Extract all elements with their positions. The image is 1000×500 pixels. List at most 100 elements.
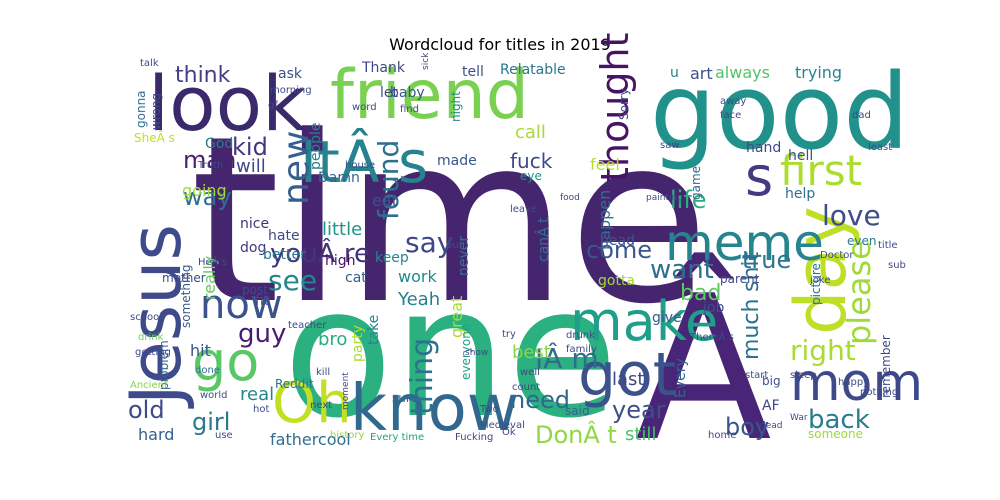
word-167: morning <box>270 85 312 96</box>
chart-title: Wordcloud for titles in 2019 <box>389 35 611 54</box>
word-45: shit <box>739 251 764 292</box>
word-140: kill <box>316 367 330 378</box>
word-77: AF <box>762 398 780 414</box>
word-46: much <box>739 299 764 360</box>
word-28: want <box>650 255 714 285</box>
word-50: always <box>715 63 770 82</box>
word-107: picture <box>809 263 823 305</box>
word-15: mom <box>790 353 923 413</box>
word-86: canÂ t <box>534 217 552 262</box>
word-103: help <box>785 186 815 202</box>
word-148: ThereÂ s <box>689 330 734 343</box>
word-104: game <box>689 166 703 200</box>
word-130: hot <box>253 404 269 415</box>
word-137: Two <box>479 404 499 415</box>
word-69: fathercool <box>270 430 351 449</box>
word-174: dad <box>852 110 871 121</box>
word-63: will <box>236 156 266 177</box>
word-141: moment <box>341 372 351 410</box>
word-102: hell <box>788 148 813 164</box>
word-165: find <box>400 104 419 115</box>
word-79: dog <box>240 240 266 256</box>
word-49: think <box>175 63 231 88</box>
word-168: talk <box>140 58 159 69</box>
word-156: Doctor <box>820 250 854 261</box>
word-124: school <box>130 312 162 323</box>
word-1: one <box>283 249 618 458</box>
word-74: Every <box>673 358 689 398</box>
word-150: sleep <box>790 370 817 381</box>
word-177: put <box>446 240 463 251</box>
word-95: job <box>702 300 724 316</box>
word-39: way <box>183 183 232 211</box>
word-80: people <box>308 123 324 170</box>
word-89: tell <box>462 64 484 80</box>
word-17: first <box>780 146 862 195</box>
word-146: drunk <box>566 330 595 341</box>
word-5: look <box>148 59 306 148</box>
word-35: girl <box>192 408 230 436</box>
word-159: home <box>708 430 736 441</box>
word-153: joke <box>809 275 830 286</box>
word-0: time <box>190 88 710 355</box>
word-100: everyone <box>459 324 473 380</box>
word-72: God <box>205 136 233 152</box>
word-85: keep <box>375 250 409 266</box>
word-152: nothing <box>860 387 898 398</box>
word-16: s <box>745 145 773 208</box>
word-3: good <box>650 51 909 173</box>
word-161: HeÂ s <box>198 255 227 268</box>
word-119: eye <box>520 169 542 183</box>
word-2: Â <box>635 253 772 486</box>
word-66: hard <box>138 425 174 444</box>
word-38: kid <box>232 133 268 161</box>
word-29: youÂ re <box>270 237 370 269</box>
word-60: call <box>515 122 546 143</box>
word-71: u <box>670 65 679 81</box>
word-138: Medieval <box>480 420 525 431</box>
word-114: night <box>449 91 463 122</box>
word-115: Sorry <box>617 88 631 120</box>
word-30: back <box>808 405 870 435</box>
word-133: history <box>330 430 364 441</box>
word-178: food <box>560 193 580 203</box>
word-55: bro <box>318 329 347 350</box>
word-32: true <box>742 246 791 274</box>
word-91: made <box>437 153 477 169</box>
word-113: baby <box>390 85 425 101</box>
word-37: man <box>183 146 236 174</box>
word-36: guy <box>238 319 286 349</box>
word-93: gotta <box>598 273 635 289</box>
word-94: head <box>600 233 635 249</box>
word-53: happen <box>595 190 614 250</box>
word-64: eat <box>372 191 398 210</box>
word-157: dead <box>760 421 782 431</box>
word-105: parent <box>720 272 760 286</box>
word-135: Fucking <box>455 432 493 443</box>
word-75: take <box>366 315 382 345</box>
word-21: please <box>840 240 878 345</box>
word-9: got <box>578 340 676 410</box>
word-42: year <box>612 396 666 424</box>
word-169: gf <box>268 100 278 111</box>
word-41: DonÂ t <box>535 420 617 449</box>
word-166: sick <box>421 52 431 70</box>
word-126: getting <box>135 347 171 358</box>
word-40: need <box>510 386 570 414</box>
word-170: saw <box>660 140 680 151</box>
word-109: even <box>847 234 876 248</box>
word-92: let <box>380 85 399 101</box>
word-147: family <box>566 344 597 355</box>
word-48: fuck <box>510 149 553 173</box>
word-82: better <box>263 247 306 263</box>
word-134: Every time <box>370 432 424 443</box>
word-162: Truth <box>197 160 223 171</box>
word-173: away <box>720 96 746 107</box>
word-24: IÂ m <box>535 341 599 375</box>
word-136: Ok <box>502 427 516 438</box>
word-151: happy <box>838 377 869 388</box>
word-31: life <box>670 186 707 214</box>
word-87: never <box>456 236 472 276</box>
word-51: trying <box>795 63 842 82</box>
word-123: post <box>242 283 268 297</box>
